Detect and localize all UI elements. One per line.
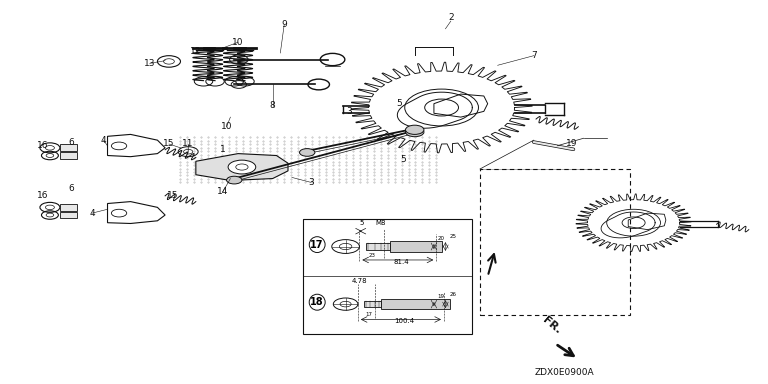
Circle shape (300, 149, 315, 156)
Text: 9: 9 (281, 20, 287, 30)
Text: 10: 10 (221, 122, 232, 131)
Circle shape (228, 160, 256, 174)
Text: ZDX0E0900A: ZDX0E0900A (535, 368, 594, 377)
Text: 4.78: 4.78 (352, 278, 367, 284)
Circle shape (227, 176, 242, 184)
Text: 7: 7 (531, 51, 537, 60)
Text: 3: 3 (308, 178, 314, 187)
Bar (390, 241, 442, 252)
Text: 19: 19 (438, 294, 445, 299)
Bar (381, 299, 450, 309)
Text: 17: 17 (310, 240, 324, 250)
Text: 12: 12 (190, 47, 201, 56)
Text: 15: 15 (167, 191, 178, 200)
Bar (60, 204, 77, 211)
Text: 1: 1 (220, 145, 226, 154)
Text: 26: 26 (449, 293, 456, 298)
Bar (480, 169, 630, 315)
Text: 14: 14 (217, 187, 228, 197)
Polygon shape (196, 154, 288, 180)
Text: 10: 10 (233, 38, 243, 47)
Text: 6: 6 (68, 137, 74, 147)
Text: 4: 4 (89, 209, 95, 218)
Text: 17: 17 (365, 313, 372, 318)
Text: 16: 16 (37, 191, 48, 200)
Text: 11: 11 (183, 139, 194, 149)
Text: 23: 23 (368, 253, 376, 258)
Text: 81.4: 81.4 (394, 259, 409, 265)
Bar (366, 243, 390, 250)
Text: 3: 3 (346, 107, 353, 116)
Text: 15: 15 (164, 139, 174, 149)
Text: 5: 5 (359, 220, 364, 227)
Text: 5: 5 (400, 155, 406, 164)
Text: 19: 19 (567, 139, 578, 149)
Bar (60, 212, 77, 218)
Text: 13: 13 (144, 59, 155, 68)
Bar (60, 152, 77, 159)
Text: 18: 18 (310, 297, 324, 307)
Text: 100.4: 100.4 (394, 318, 414, 324)
Circle shape (406, 127, 424, 137)
Text: 5: 5 (396, 99, 402, 108)
Circle shape (406, 125, 424, 134)
Text: 25: 25 (449, 234, 456, 239)
Text: 16: 16 (37, 141, 48, 151)
Bar (60, 144, 77, 151)
Text: 8: 8 (270, 101, 276, 110)
Text: M8: M8 (376, 220, 386, 227)
Bar (303, 219, 472, 334)
Text: 4: 4 (101, 136, 107, 145)
Bar (364, 301, 381, 307)
Text: FR.: FR. (541, 315, 562, 336)
Text: 2: 2 (448, 13, 454, 22)
Text: 20: 20 (438, 236, 445, 241)
Text: 6: 6 (68, 184, 74, 193)
